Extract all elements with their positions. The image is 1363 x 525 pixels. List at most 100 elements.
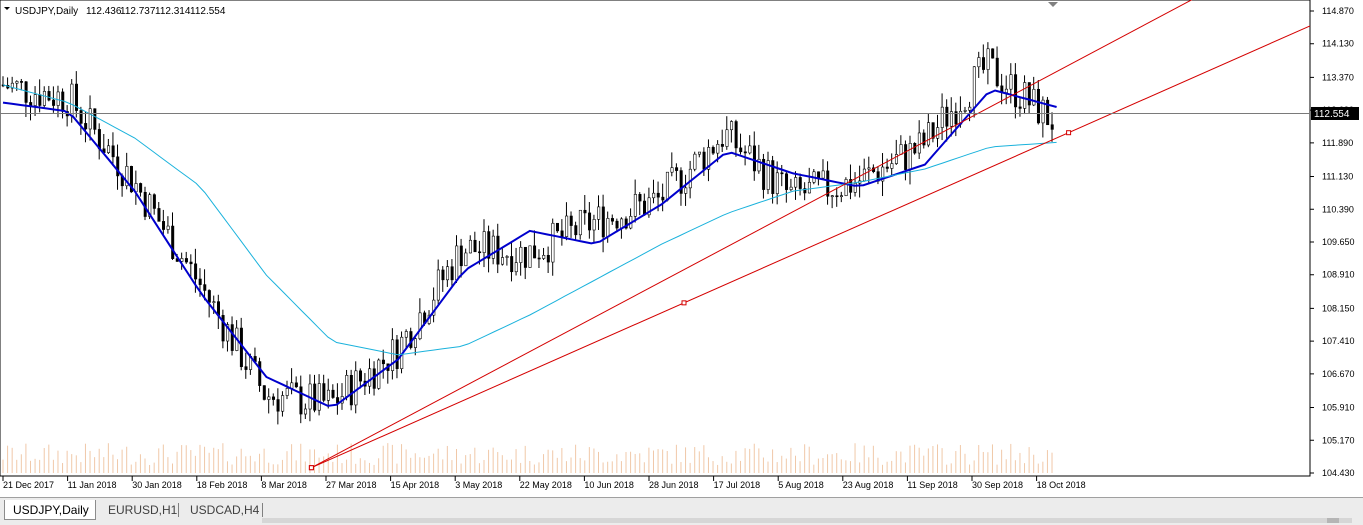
tab-scrollbar-thumb[interactable] (1327, 518, 1339, 523)
tab-eurusd-h1[interactable]: EURUSD,H1 (108, 503, 178, 517)
price-tick-label: 114.870 (1322, 6, 1354, 16)
price-bar-body (207, 290, 211, 303)
price-bar-body (748, 145, 752, 154)
collapse-arrow-icon[interactable] (4, 7, 10, 10)
price-bar-body (670, 167, 674, 173)
price-bar-body (1009, 74, 1013, 90)
price-bar-body (578, 209, 582, 236)
price-bar-body (354, 370, 358, 406)
price-bar-body (757, 158, 761, 172)
price-bar-body (331, 389, 335, 398)
price-bar-body (1014, 74, 1018, 108)
price-bar-body (601, 206, 605, 238)
price-bar-body (597, 206, 601, 220)
tab-usdjpy-daily[interactable]: USDJPY,Daily (4, 500, 96, 520)
header-high: 112.737 (120, 6, 156, 17)
price-bar-body (949, 111, 953, 127)
price-bar-body (775, 172, 779, 194)
price-bar-body (1046, 99, 1050, 126)
price-bar-body (157, 208, 161, 222)
price-bar-body (29, 102, 33, 106)
price-bar-body (555, 222, 559, 232)
price-bar-body (33, 94, 37, 106)
time-tick-label: 18 Feb 2018 (197, 480, 248, 490)
price-bar-body (684, 187, 688, 194)
slow-ma-line (2, 84, 1057, 356)
price-bar-body (711, 147, 715, 154)
price-bar-body (739, 147, 743, 153)
trendline-anchor[interactable] (681, 300, 687, 306)
trendline[interactable] (311, 25, 1311, 469)
price-tick-label: 107.410 (1322, 336, 1355, 346)
price-bar-body (391, 339, 395, 371)
price-bar-body (839, 195, 843, 197)
price-bar-body (853, 182, 857, 193)
price-tick-label: 106.670 (1322, 369, 1355, 379)
price-bar-body (647, 197, 651, 216)
price-bar-body (913, 143, 917, 154)
price-bar-body (986, 48, 990, 70)
price-bar-body (991, 48, 995, 59)
price-bar-body (661, 196, 665, 201)
price-bar-body (675, 167, 679, 171)
price-bar-body (803, 188, 807, 194)
price-bar-body (404, 331, 408, 338)
trendlines[interactable] (308, 0, 1311, 471)
price-bar-body (56, 91, 60, 106)
price-axis: 114.870114.130113.370112.630111.890111.1… (1310, 6, 1355, 478)
price-bar-body (633, 194, 637, 217)
time-tick-label: 22 May 2018 (520, 480, 572, 490)
time-tick-label: 28 Jun 2018 (649, 480, 699, 490)
price-bar-body (473, 239, 477, 253)
price-bar-body (79, 110, 83, 124)
trendline[interactable] (311, 0, 1310, 469)
price-bar-body (881, 166, 885, 182)
price-bar-body (652, 192, 656, 199)
price-bar-body (537, 257, 541, 260)
price-bar-body (716, 144, 720, 154)
price-bar-body (643, 200, 647, 216)
price-bar-body (592, 219, 596, 231)
price-bar-body (785, 173, 789, 190)
price-bar-body (610, 218, 614, 222)
price-bar-body (794, 177, 798, 188)
price-bar-body (125, 166, 129, 187)
price-bar-body (606, 218, 610, 238)
price-bar-body (1018, 106, 1022, 109)
price-chart[interactable]: 114.870114.130113.370112.630111.890111.1… (0, 0, 1363, 497)
price-bar-body (20, 81, 24, 83)
chart-shift-marker-icon[interactable] (1048, 2, 1058, 7)
trendline-anchor[interactable] (308, 465, 314, 471)
price-bar-body (116, 156, 120, 177)
tab-usdcad-h4[interactable]: USDCAD,H4 (190, 503, 260, 517)
price-bar-body (510, 256, 514, 273)
price-bar-body (734, 121, 738, 149)
price-bar-body (982, 57, 986, 70)
price-bar-body (189, 261, 193, 265)
price-bar-body (1032, 88, 1036, 106)
price-bar-body (798, 177, 802, 189)
price-bar-body (15, 81, 19, 84)
time-tick-label: 30 Sep 2018 (972, 480, 1023, 490)
price-bar-body (922, 132, 926, 146)
price-bar-body (523, 246, 527, 268)
price-bar-body (789, 186, 793, 190)
price-bar-body (267, 396, 271, 400)
price-bar-body (299, 386, 303, 415)
price-bar-body (194, 263, 198, 280)
price-bar-body (995, 57, 999, 87)
price-bar-body (697, 151, 701, 155)
price-bar-body (441, 269, 445, 281)
price-bar-body (620, 218, 624, 229)
tab-scrollbar[interactable] (262, 518, 1352, 523)
price-bar-body (977, 57, 981, 68)
price-bar-body (890, 163, 894, 169)
price-bar-body (615, 220, 619, 229)
price-bar-body (565, 215, 569, 237)
price-bar-body (963, 110, 967, 112)
time-tick-label: 3 May 2018 (455, 480, 502, 490)
price-bar-body (505, 256, 509, 258)
price-bar-body (152, 194, 156, 209)
trendline-anchor[interactable] (1066, 130, 1072, 136)
price-bar-body (904, 144, 908, 170)
